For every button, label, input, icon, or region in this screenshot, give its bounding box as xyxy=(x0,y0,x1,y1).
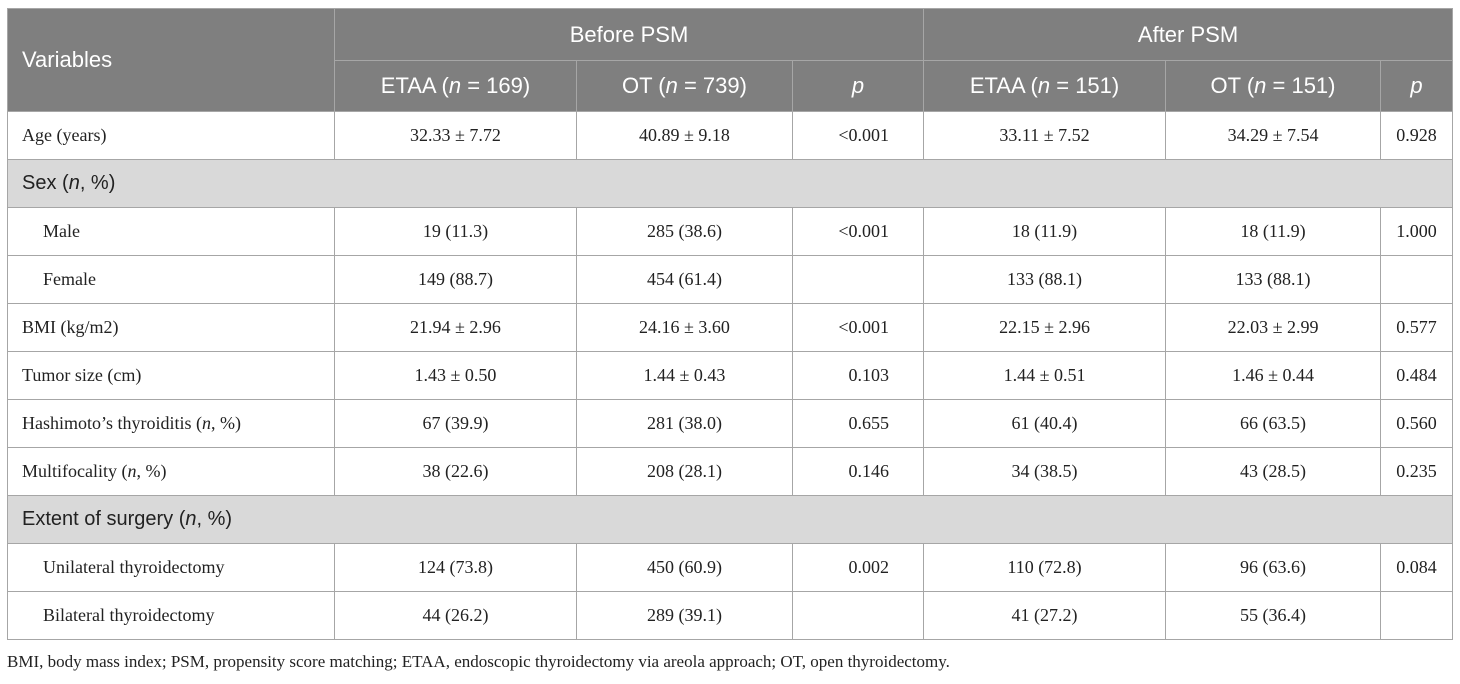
ot-before-header: OT (n = 739) xyxy=(576,60,793,112)
row-label: Male xyxy=(7,207,335,256)
ot-after-cell: 22.03 ± 2.99 xyxy=(1165,303,1382,352)
etaa-after-header: ETAA (n = 151) xyxy=(923,60,1167,112)
etaa-before-cell: 32.33 ± 7.72 xyxy=(334,111,577,160)
table-row: Hashimoto’s thyroiditis (n, %) 67 (39.9)… xyxy=(7,399,1454,448)
p-before-cell: <0.001 xyxy=(791,207,925,256)
row-label: Tumor size (cm) xyxy=(7,351,335,400)
etaa-before-cell: 149 (88.7) xyxy=(334,255,577,304)
etaa-after-cell: 18 (11.9) xyxy=(923,207,1167,256)
ot-before-cell: 1.44 ± 0.43 xyxy=(576,351,793,400)
ot-after-cell: 18 (11.9) xyxy=(1165,207,1382,256)
etaa-after-cell: 41 (27.2) xyxy=(923,591,1167,640)
ot-after-cell: 43 (28.5) xyxy=(1165,447,1382,496)
ot-before-cell: 450 (60.9) xyxy=(576,543,793,592)
p-after-cell: 1.000 xyxy=(1380,207,1454,256)
table-footnote: BMI, body mass index; PSM, propensity sc… xyxy=(7,652,950,671)
section-row: Extent of surgery (n, %) xyxy=(6,495,1454,544)
p-after-cell: 0.577 xyxy=(1380,303,1454,352)
row-label: Hashimoto’s thyroiditis (n, %) xyxy=(7,399,335,448)
table-row: Male 19 (11.3) 285 (38.6) <0.001 18 (11.… xyxy=(7,207,1454,256)
row-label: Age (years) xyxy=(7,111,335,160)
variables-header: Variables xyxy=(7,8,335,112)
etaa-before-cell: 38 (22.6) xyxy=(334,447,577,496)
p-before-cell xyxy=(791,591,925,640)
table-row: Tumor size (cm) 1.43 ± 0.50 1.44 ± 0.43 … xyxy=(7,351,1454,400)
etaa-after-cell: 110 (72.8) xyxy=(923,543,1167,592)
ot-after-cell: 34.29 ± 7.54 xyxy=(1165,111,1382,160)
etaa-after-cell: 33.11 ± 7.52 xyxy=(923,111,1167,160)
p-after-header: p xyxy=(1380,60,1454,112)
table-row: Bilateral thyroidectomy 44 (26.2) 289 (3… xyxy=(7,591,1454,640)
after-psm-header: After PSM xyxy=(923,8,1454,61)
p-after-cell: 0.484 xyxy=(1380,351,1454,400)
p-after-cell: 0.560 xyxy=(1380,399,1454,448)
etaa-before-cell: 19 (11.3) xyxy=(334,207,577,256)
table-row: Age (years) 32.33 ± 7.72 40.89 ± 9.18 <0… xyxy=(7,111,1454,160)
table-header: Variables Before PSM After PSM ETAA (n =… xyxy=(7,8,1454,112)
etaa-after-cell: 1.44 ± 0.51 xyxy=(923,351,1167,400)
etaa-after-cell: 22.15 ± 2.96 xyxy=(923,303,1167,352)
p-after-cell xyxy=(1380,255,1454,304)
p-before-cell xyxy=(791,255,925,304)
table-row: BMI (kg/m2) 21.94 ± 2.96 24.16 ± 3.60 <0… xyxy=(7,303,1454,352)
ot-before-cell: 285 (38.6) xyxy=(576,207,793,256)
section-label: Sex (n, %) xyxy=(6,159,1454,208)
etaa-before-cell: 1.43 ± 0.50 xyxy=(334,351,577,400)
section-label: Extent of surgery (n, %) xyxy=(6,495,1454,544)
p-after-cell xyxy=(1380,591,1454,640)
ot-before-cell: 281 (38.0) xyxy=(576,399,793,448)
table-body: Age (years) 32.33 ± 7.72 40.89 ± 9.18 <0… xyxy=(6,111,1454,640)
ot-after-cell: 55 (36.4) xyxy=(1165,591,1382,640)
p-after-cell: 0.084 xyxy=(1380,543,1454,592)
p-before-cell: 0.103 xyxy=(791,351,925,400)
ot-before-cell: 24.16 ± 3.60 xyxy=(576,303,793,352)
row-label: Bilateral thyroidectomy xyxy=(7,591,335,640)
p-before-cell: 0.146 xyxy=(791,447,925,496)
ot-before-cell: 40.89 ± 9.18 xyxy=(576,111,793,160)
table-row: Unilateral thyroidectomy 124 (73.8) 450 … xyxy=(7,543,1454,592)
etaa-before-cell: 67 (39.9) xyxy=(334,399,577,448)
p-before-cell: 0.655 xyxy=(791,399,925,448)
ot-after-cell: 66 (63.5) xyxy=(1165,399,1382,448)
ot-after-cell: 133 (88.1) xyxy=(1165,255,1382,304)
p-after-cell: 0.235 xyxy=(1380,447,1454,496)
etaa-before-cell: 21.94 ± 2.96 xyxy=(334,303,577,352)
ot-after-cell: 1.46 ± 0.44 xyxy=(1165,351,1382,400)
p-before-cell: <0.001 xyxy=(791,111,925,160)
p-before-cell: 0.002 xyxy=(791,543,925,592)
etaa-after-cell: 133 (88.1) xyxy=(923,255,1167,304)
ot-after-header: OT (n = 151) xyxy=(1165,60,1382,112)
etaa-after-cell: 34 (38.5) xyxy=(923,447,1167,496)
table-row: Female 149 (88.7) 454 (61.4) 133 (88.1) … xyxy=(7,255,1454,304)
row-label: Unilateral thyroidectomy xyxy=(7,543,335,592)
etaa-before-cell: 124 (73.8) xyxy=(334,543,577,592)
before-psm-header: Before PSM xyxy=(333,8,925,61)
etaa-before-cell: 44 (26.2) xyxy=(334,591,577,640)
etaa-before-header: ETAA (n = 169) xyxy=(334,60,577,112)
ot-after-cell: 96 (63.6) xyxy=(1165,543,1382,592)
comparison-table: Variables Before PSM After PSM ETAA (n =… xyxy=(6,8,1454,640)
ot-before-cell: 454 (61.4) xyxy=(576,255,793,304)
row-label: BMI (kg/m2) xyxy=(7,303,335,352)
p-after-cell: 0.928 xyxy=(1380,111,1454,160)
table-row: Multifocality (n, %) 38 (22.6) 208 (28.1… xyxy=(7,447,1454,496)
ot-before-cell: 208 (28.1) xyxy=(576,447,793,496)
etaa-after-cell: 61 (40.4) xyxy=(923,399,1167,448)
row-label: Multifocality (n, %) xyxy=(7,447,335,496)
ot-before-cell: 289 (39.1) xyxy=(576,591,793,640)
p-before-header: p xyxy=(791,60,925,112)
row-label: Female xyxy=(7,255,335,304)
section-row: Sex (n, %) xyxy=(6,159,1454,208)
p-before-cell: <0.001 xyxy=(791,303,925,352)
